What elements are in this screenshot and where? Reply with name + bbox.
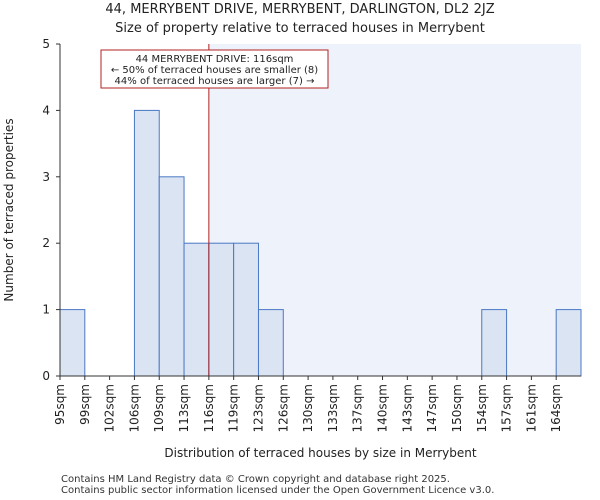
y-tick-label: 3: [42, 170, 50, 184]
bar-95sqm: [59, 309, 86, 377]
bar-106sqm: [133, 109, 160, 377]
annotation-box: 44 MERRYBENT DRIVE: 116sqm ← 50% of terr…: [100, 49, 329, 89]
x-tick-label: 119sqm: [227, 384, 241, 432]
x-tick-label: 164sqm: [549, 384, 563, 432]
x-tick-label: 109sqm: [152, 384, 166, 432]
x-tick-label: 140sqm: [376, 384, 390, 432]
x-tick-label: 150sqm: [450, 384, 464, 432]
x-tick-label: 154sqm: [475, 384, 489, 432]
annotation-frame: [100, 49, 329, 89]
x-axis-label: Distribution of terraced houses by size …: [164, 446, 476, 460]
x-tick-label: 147sqm: [425, 384, 439, 432]
x-tick-label: 106sqm: [127, 384, 141, 432]
y-axis-label: Number of terraced properties: [2, 118, 16, 301]
bar-116sqm: [208, 242, 235, 377]
x-tick-label: 99sqm: [78, 384, 92, 425]
x-tick-label: 133sqm: [326, 384, 340, 432]
bar-113sqm: [183, 242, 210, 377]
bar-123sqm: [257, 309, 284, 377]
footer-line-2: Contains public sector information licen…: [61, 485, 495, 496]
y-tick-label: 0: [42, 369, 50, 383]
x-tick-label: 126sqm: [276, 384, 290, 432]
y-tick-label: 5: [42, 37, 50, 51]
bar-154sqm: [481, 309, 508, 377]
y-tick-label: 4: [42, 103, 50, 117]
x-tick-label: 157sqm: [500, 384, 514, 432]
bar-119sqm: [233, 242, 259, 377]
x-tick-label: 95sqm: [53, 384, 67, 425]
x-tick-label: 130sqm: [301, 384, 315, 432]
x-tick-label: 137sqm: [351, 384, 365, 432]
bar-164sqm: [555, 309, 582, 377]
bar-109sqm: [158, 176, 185, 377]
footer-line-1: Contains HM Land Registry data © Crown c…: [61, 474, 450, 485]
chart-title: 44, MERRYBENT DRIVE, MERRYBENT, DARLINGT…: [105, 2, 495, 17]
x-tick-label: 123sqm: [251, 384, 265, 432]
x-tick-label: 143sqm: [400, 384, 414, 432]
annotation-line-1: 44 MERRYBENT DRIVE: 116sqm: [136, 54, 294, 65]
x-tick-label: 161sqm: [524, 384, 538, 432]
annotation-line-3: 44% of terraced houses are larger (7) →: [115, 76, 315, 87]
y-tick-label: 1: [42, 303, 50, 317]
x-tick-label: 113sqm: [177, 384, 191, 432]
annotation-line-2: ← 50% of terraced houses are smaller (8): [111, 65, 318, 76]
chart-subtitle: Size of property relative to terraced ho…: [115, 21, 485, 36]
x-tick-label: 102sqm: [103, 384, 117, 432]
x-tick-label: 116sqm: [202, 384, 216, 432]
y-tick-label: 2: [42, 236, 50, 250]
